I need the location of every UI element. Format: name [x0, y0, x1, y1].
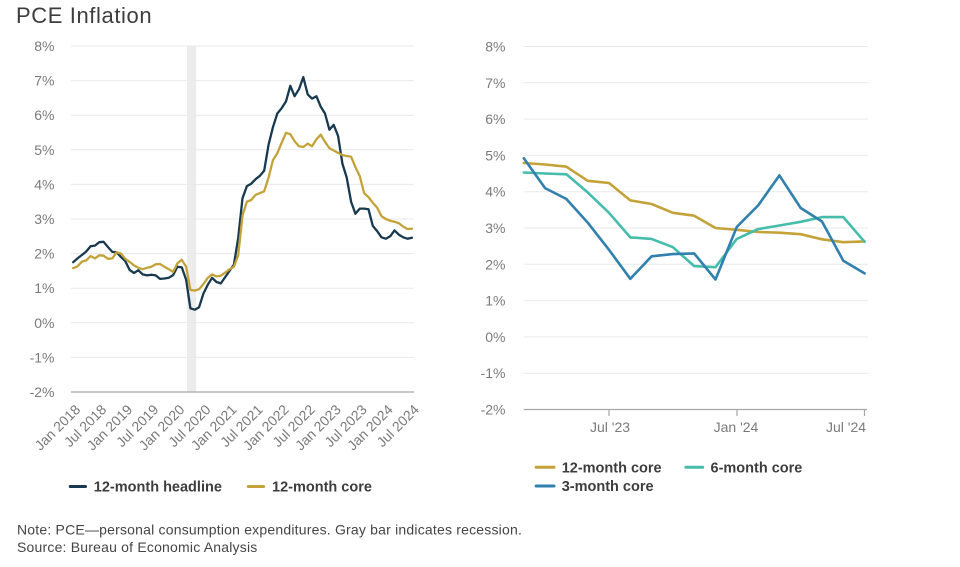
svg-text:6-month core: 6-month core [711, 460, 803, 476]
svg-text:Jul '24: Jul '24 [826, 419, 866, 435]
svg-text:Jan '24: Jan '24 [714, 419, 759, 435]
svg-text:12-month headline: 12-month headline [94, 480, 222, 496]
svg-text:12-month core: 12-month core [562, 460, 662, 476]
svg-text:-1%: -1% [30, 349, 55, 365]
svg-text:1%: 1% [34, 280, 54, 296]
svg-text:12-month core: 12-month core [272, 480, 372, 496]
svg-text:5%: 5% [485, 147, 505, 163]
svg-text:6%: 6% [485, 111, 505, 127]
svg-text:4%: 4% [34, 176, 54, 192]
svg-text:6%: 6% [34, 107, 54, 123]
svg-text:8%: 8% [485, 39, 505, 55]
svg-text:-2%: -2% [481, 402, 506, 418]
svg-text:4%: 4% [485, 184, 505, 200]
svg-text:Source: Bureau of Economic Ana: Source: Bureau of Economic Analysis [17, 539, 257, 555]
svg-text:0%: 0% [34, 315, 54, 331]
svg-text:7%: 7% [34, 73, 54, 89]
svg-text:Note: PCE—personal consumption: Note: PCE—personal consumption expenditu… [17, 522, 522, 538]
svg-text:PCE Inflation: PCE Inflation [16, 3, 152, 28]
svg-text:1%: 1% [485, 293, 505, 309]
svg-text:7%: 7% [485, 75, 505, 91]
svg-text:3%: 3% [34, 211, 54, 227]
svg-text:3%: 3% [485, 220, 505, 236]
svg-text:8%: 8% [34, 38, 54, 54]
svg-text:5%: 5% [34, 142, 54, 158]
svg-text:Jul '23: Jul '23 [590, 419, 630, 435]
svg-text:3-month core: 3-month core [562, 479, 654, 495]
svg-text:2%: 2% [34, 246, 54, 262]
svg-text:0%: 0% [485, 329, 505, 345]
svg-text:-1%: -1% [481, 365, 506, 381]
svg-text:-2%: -2% [30, 384, 55, 400]
svg-text:2%: 2% [485, 256, 505, 272]
